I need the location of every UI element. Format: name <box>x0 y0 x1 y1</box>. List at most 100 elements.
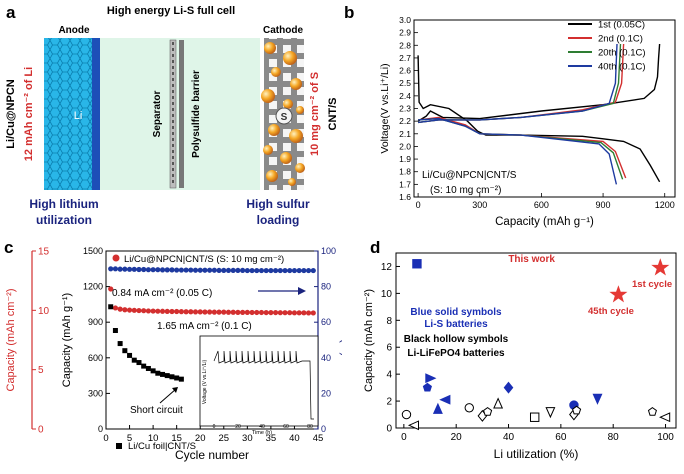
d-point-lis <box>425 373 437 384</box>
panel-a: a High energy Li-S full cell Anode Catho… <box>0 0 342 235</box>
c-point-lifoil <box>112 328 118 334</box>
chart-d-utilization: d 0 2 4 6 8 10 12 0 20 40 60 80 100 Li utilization (%… <box>363 238 677 461</box>
c-xtick-label: 15 <box>171 433 182 444</box>
c-point-ce <box>150 267 156 273</box>
c-point-capacity <box>183 309 189 315</box>
c-xtick-label: 10 <box>148 433 159 444</box>
c-ytick-label: 0 <box>98 424 103 434</box>
c-point-capacity <box>207 309 213 315</box>
d-point-lifepo4 <box>572 405 582 415</box>
c-point-capacity <box>254 309 260 316</box>
d-point-lis <box>592 393 603 405</box>
c-point-ce <box>145 267 151 273</box>
b-xtick-label: 0 <box>416 200 421 210</box>
d-xtick-label: 20 <box>451 432 463 443</box>
b-ytick-label: 1.7 <box>399 179 411 189</box>
c-point-ce <box>188 267 194 273</box>
b-xtick-label: 900 <box>596 200 611 210</box>
c-point-ce <box>240 267 246 274</box>
c-point-ce <box>155 267 161 273</box>
sulfur-particle-6 <box>268 124 280 136</box>
sulfur-particle-4 <box>261 89 275 103</box>
b-series-3-charge <box>418 43 618 124</box>
c-point-ce <box>282 267 288 274</box>
d-legend-black-1: Black hollow symbols <box>404 334 509 345</box>
c-point-capacity <box>131 307 137 313</box>
c-xtick-label: 35 <box>266 433 277 444</box>
c-point-capacity <box>225 309 232 315</box>
b-annotation-2: (S: 10 mg cm⁻²) <box>430 185 501 196</box>
c-point-lifoil <box>136 360 142 366</box>
b-series-0-charge <box>417 43 661 122</box>
c-point-ce <box>126 266 133 272</box>
anode-name: Li/Cu@NPCN <box>5 79 17 148</box>
sulfur-particle-3 <box>290 78 302 90</box>
c-legend-red-label: Li/Cu@NPCN|CNT/S (S: 10 mg cm⁻²) <box>124 254 284 265</box>
c-ytick-label: 1500 <box>83 246 103 256</box>
c-xtick-label: 0 <box>103 433 108 444</box>
c-point-ce <box>310 267 316 274</box>
d-xlabel: Li utilization (%) <box>494 447 579 461</box>
b-annotation-1: Li/Cu@NPCN|CNT/S <box>422 170 517 181</box>
b-xtick-label: 300 <box>472 200 487 210</box>
c-point-ce <box>249 267 255 274</box>
c-point-capacity <box>291 310 298 316</box>
c-point-ce <box>263 267 269 274</box>
b-ytick-label: 2.3 <box>399 104 411 114</box>
d-ytick-label: 0 <box>386 424 392 435</box>
b-ytick-label: 3.0 <box>399 15 411 25</box>
d-point-lis <box>432 402 443 414</box>
sulfur-particle-0 <box>264 42 276 54</box>
d-legend-black-2: Li-LiFePO4 batteries <box>407 348 505 359</box>
b-legend-label-2: 20th (0.1C) <box>598 48 646 59</box>
b-legend-label-0: 1st (0.05C) <box>598 20 645 31</box>
c-point-capacity <box>188 309 194 315</box>
c-point-ce <box>277 267 283 274</box>
b-xlabel: Capacity (mAh g⁻¹) <box>495 216 594 228</box>
c-point-ce <box>287 267 293 274</box>
c-point-ce <box>202 267 208 273</box>
c-point-capacity <box>296 310 302 316</box>
c-point-ce <box>230 267 236 274</box>
d-xtick-label: 0 <box>401 432 407 443</box>
c-point-ce <box>291 267 298 274</box>
c-annot-01c: 1.65 mA cm⁻² (0.1 C) <box>157 321 252 332</box>
cathode-label: Cathode <box>263 25 303 36</box>
c-xtick-label: 30 <box>242 433 253 444</box>
b-ytick-label: 2.6 <box>399 66 411 76</box>
c-point-lifoil <box>150 368 156 374</box>
c-point-ce <box>112 266 119 272</box>
c-xtick-label: 40 <box>289 433 300 444</box>
c-point-lifoil <box>145 365 151 371</box>
c-ytick-label: 300 <box>88 388 103 398</box>
c-point-capacity <box>122 307 128 313</box>
sulfur-particle-11 <box>266 170 278 182</box>
d-xtick-label: 40 <box>503 432 515 443</box>
c-xtick-label: 20 <box>195 433 206 444</box>
b-ytick-label: 2.4 <box>399 91 411 101</box>
d-point-this-work <box>609 285 628 303</box>
c-point-capacity <box>155 308 161 314</box>
c-point-ce <box>159 267 166 273</box>
c-right-tick-label: 60 <box>321 317 331 327</box>
c-point-ce <box>254 267 260 274</box>
d-this-work: This work <box>508 254 555 265</box>
c-point-capacity <box>268 309 274 316</box>
d-point-lifepo4 <box>493 397 504 409</box>
d-ytick-label: 4 <box>386 370 392 381</box>
c-point-capacity <box>164 308 170 315</box>
panel-a-letter: a <box>6 3 16 22</box>
c-point-lifoil <box>117 341 123 347</box>
d-point-lis <box>412 259 422 269</box>
c-right-tick-label: 20 <box>321 388 331 398</box>
c-xtick-label: 5 <box>127 433 132 444</box>
d-xtick-label: 80 <box>608 432 620 443</box>
c-point-ce <box>207 267 213 273</box>
c-point-ce <box>141 266 147 273</box>
c-point-lifoil <box>108 304 114 310</box>
inset-xtick-label: 60 <box>283 424 289 430</box>
sulfur-particle-5 <box>283 99 293 109</box>
high-li-caption-1: High lithium <box>29 197 98 211</box>
b-legend-label-3: 40th (0.1C) <box>598 62 646 73</box>
d-point-lifepo4 <box>545 407 556 419</box>
